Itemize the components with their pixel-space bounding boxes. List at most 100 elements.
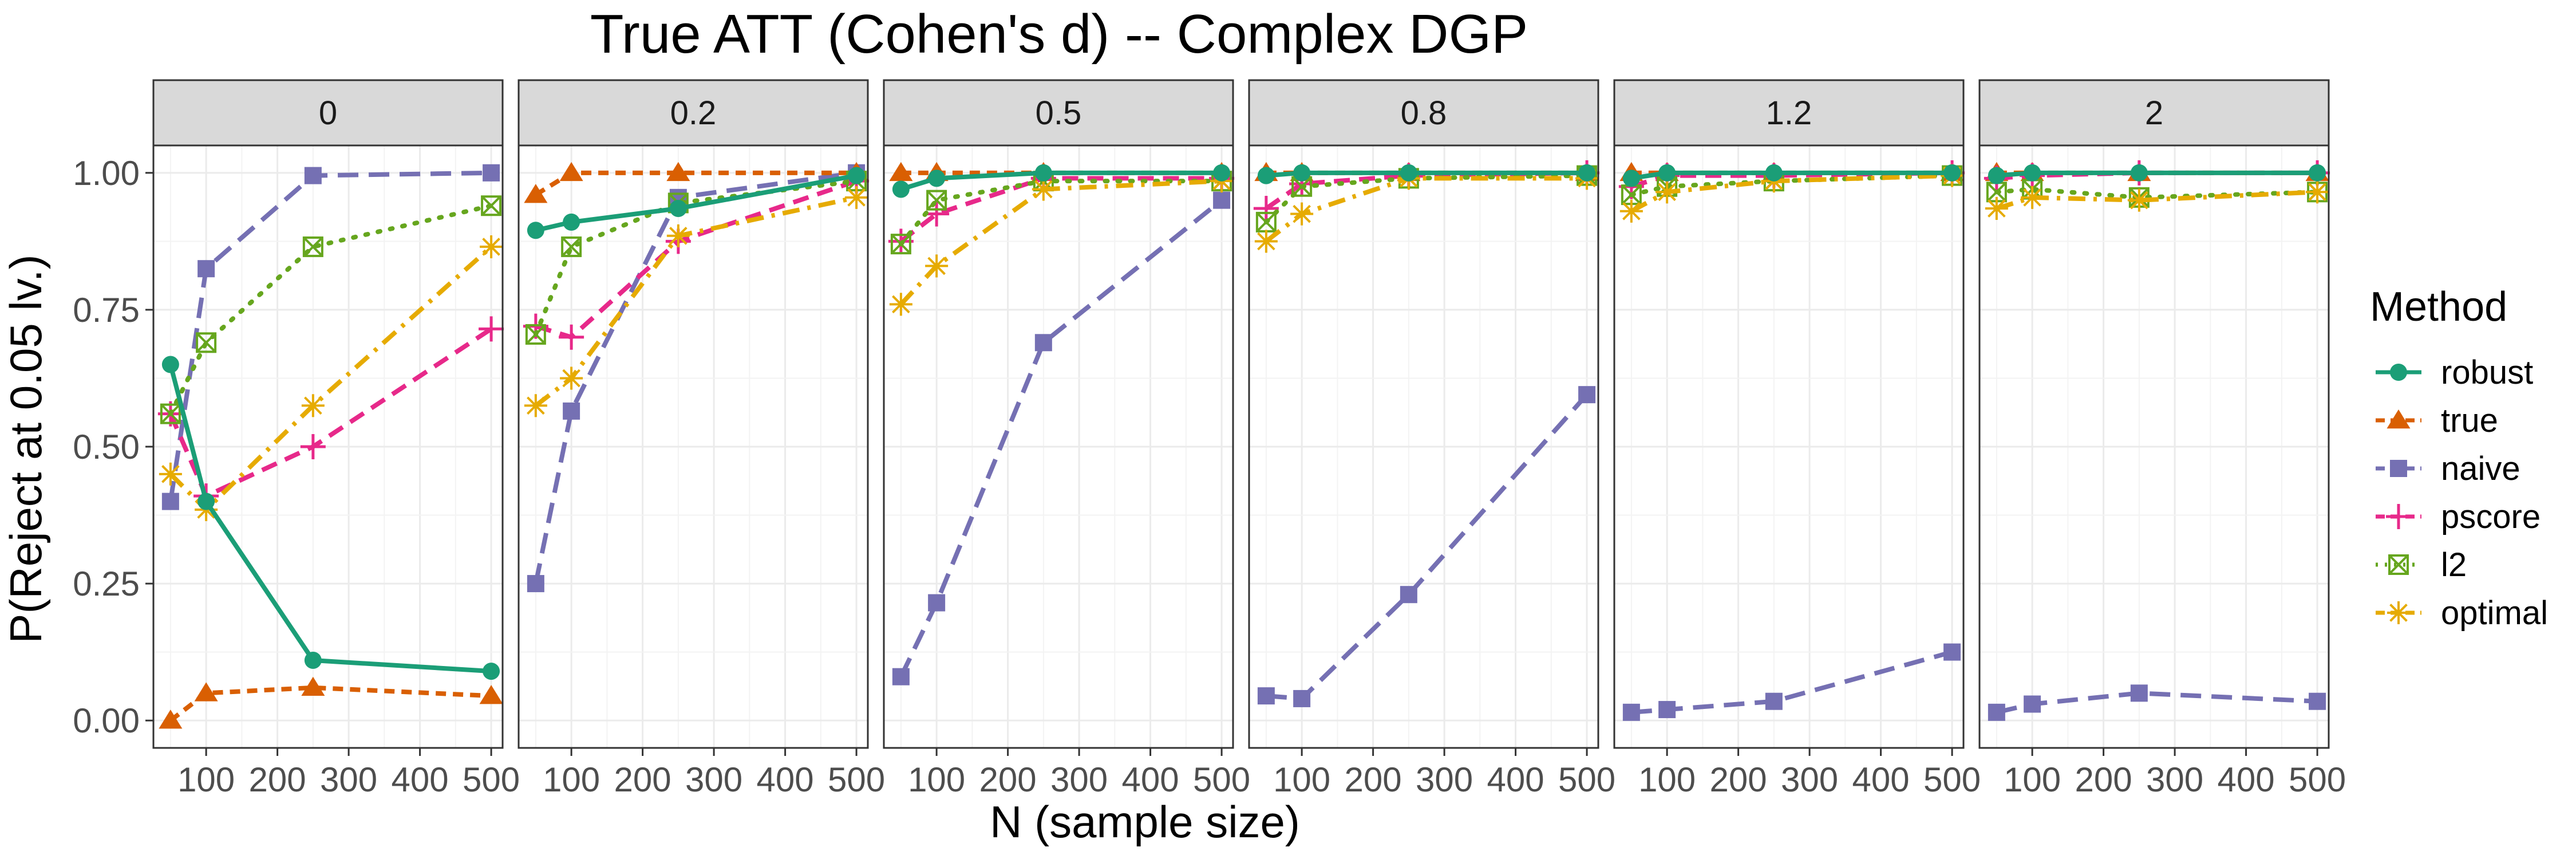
data-point-optimal — [2306, 180, 2329, 204]
legend-key-marker — [2390, 460, 2407, 477]
data-point-true — [479, 685, 503, 704]
series-line-robust — [168, 364, 492, 674]
facet-panel-0.8: 0.8 100 200 300 400 500 — [1248, 79, 1615, 799]
series-robust — [892, 164, 1231, 198]
series-line-l2 — [1629, 173, 1955, 198]
data-point-optimal — [2127, 188, 2151, 212]
x-tick-label: 100 — [908, 761, 965, 799]
y-tick-label: 0.25 — [73, 565, 140, 603]
x-tick-label: 500 — [1193, 761, 1250, 799]
series-robust — [1257, 164, 1596, 184]
x-tick-label: 500 — [1923, 761, 1981, 799]
data-point-naive — [197, 260, 215, 278]
data-point-l2 — [561, 236, 582, 257]
facet-strip-label: 0 — [319, 94, 337, 132]
data-point-l2 — [196, 332, 217, 353]
facet-strip — [1978, 79, 2330, 147]
legend-entry-naive: naive — [2376, 450, 2520, 487]
data-point-optimal — [159, 462, 182, 486]
series-naive — [1988, 684, 2326, 721]
x-tick-label: 300 — [320, 761, 377, 799]
data-point-robust — [1293, 164, 1311, 182]
series-line-l2 — [898, 179, 1224, 247]
data-point-robust — [669, 199, 687, 217]
legend-entry-true: true — [2376, 402, 2498, 439]
data-point-robust — [848, 167, 866, 184]
data-point-pscore — [300, 434, 326, 459]
x-tick-label: 200 — [249, 761, 306, 799]
legend-label: robust — [2441, 354, 2533, 391]
panel-border — [1978, 144, 2330, 749]
data-point-naive — [161, 492, 179, 510]
data-point-naive — [527, 575, 544, 593]
panel-border — [517, 144, 869, 749]
facet-strip — [1248, 79, 1599, 147]
data-point-l2 — [525, 324, 546, 345]
gridlines — [1614, 145, 1963, 748]
panel-border — [1613, 144, 1965, 749]
x-tick-label: 400 — [2218, 761, 2275, 799]
gridlines — [153, 145, 503, 748]
facet-panel-1.2: 1.2 100 200 300 400 500 — [1613, 79, 1981, 799]
data-point-naive — [1578, 386, 1596, 404]
panel-border — [1248, 144, 1599, 749]
data-point-naive — [2309, 692, 2326, 710]
x-tick-label: 300 — [685, 761, 742, 799]
x-tick-label: 100 — [1638, 761, 1696, 799]
data-point-pscore — [1253, 195, 1279, 221]
series-line-naive — [1266, 393, 1589, 702]
legend-entry-robust: robust — [2376, 354, 2533, 391]
gridlines — [1249, 145, 1598, 748]
data-point-robust — [1034, 164, 1052, 182]
data-point-optimal — [666, 224, 690, 247]
facet-strip-label: 0.5 — [1036, 94, 1082, 132]
data-point-naive — [2130, 684, 2148, 702]
x-tick-label: 100 — [2004, 761, 2061, 799]
series-l2 — [160, 195, 502, 424]
series-line-optimal — [899, 179, 1222, 306]
legend: Method robust true naive pscore l2 optimal — [2370, 284, 2548, 632]
data-point-naive — [1622, 703, 1640, 721]
data-point-robust — [1257, 167, 1275, 184]
data-point-optimal — [480, 235, 503, 258]
legend-label: optimal — [2441, 594, 2548, 632]
y-tick-label: 0.75 — [73, 291, 140, 329]
series-line-robust — [535, 173, 857, 233]
data-point-naive — [304, 167, 322, 184]
series-robust — [161, 356, 500, 680]
x-tick-label: 100 — [177, 761, 235, 799]
y-tick-label: 0.50 — [73, 428, 140, 466]
series-naive — [161, 164, 500, 510]
data-point-true — [194, 682, 218, 702]
series-robust — [1622, 164, 1961, 187]
legend-key-marker — [2386, 504, 2411, 529]
data-point-naive — [892, 668, 910, 685]
data-point-optimal — [925, 254, 949, 278]
legend-label: l2 — [2441, 546, 2467, 584]
facet-strip-label: 1.2 — [1766, 94, 1812, 132]
facet-panel-2: 2 100 200 300 400 500 — [1978, 79, 2346, 799]
x-tick-label: 200 — [1345, 761, 1402, 799]
x-tick-label: 300 — [1050, 761, 1108, 799]
x-tick-label: 200 — [979, 761, 1037, 799]
data-point-optimal — [1656, 180, 1679, 204]
data-point-naive — [1034, 334, 1052, 352]
facet-panel-0.2: 0.2 100 200 300 400 500 — [517, 79, 885, 799]
data-point-true — [159, 710, 183, 729]
data-point-robust — [1578, 164, 1596, 182]
data-point-l2 — [890, 234, 911, 255]
series-line-pscore — [168, 327, 493, 499]
x-tick-label: 400 — [757, 761, 814, 799]
data-point-robust — [304, 651, 322, 669]
x-axis-title: N (sample size) — [990, 797, 1300, 847]
facet-strip-label: 0.2 — [670, 94, 717, 132]
data-point-optimal — [560, 367, 583, 390]
x-tick-label: 500 — [828, 761, 885, 799]
data-point-l2 — [481, 195, 502, 216]
data-point-naive — [563, 402, 580, 420]
series-line-robust — [1996, 170, 2318, 178]
data-point-naive — [1658, 701, 1676, 719]
data-point-naive — [1257, 687, 1275, 705]
series-line-optimal — [1996, 190, 2318, 211]
